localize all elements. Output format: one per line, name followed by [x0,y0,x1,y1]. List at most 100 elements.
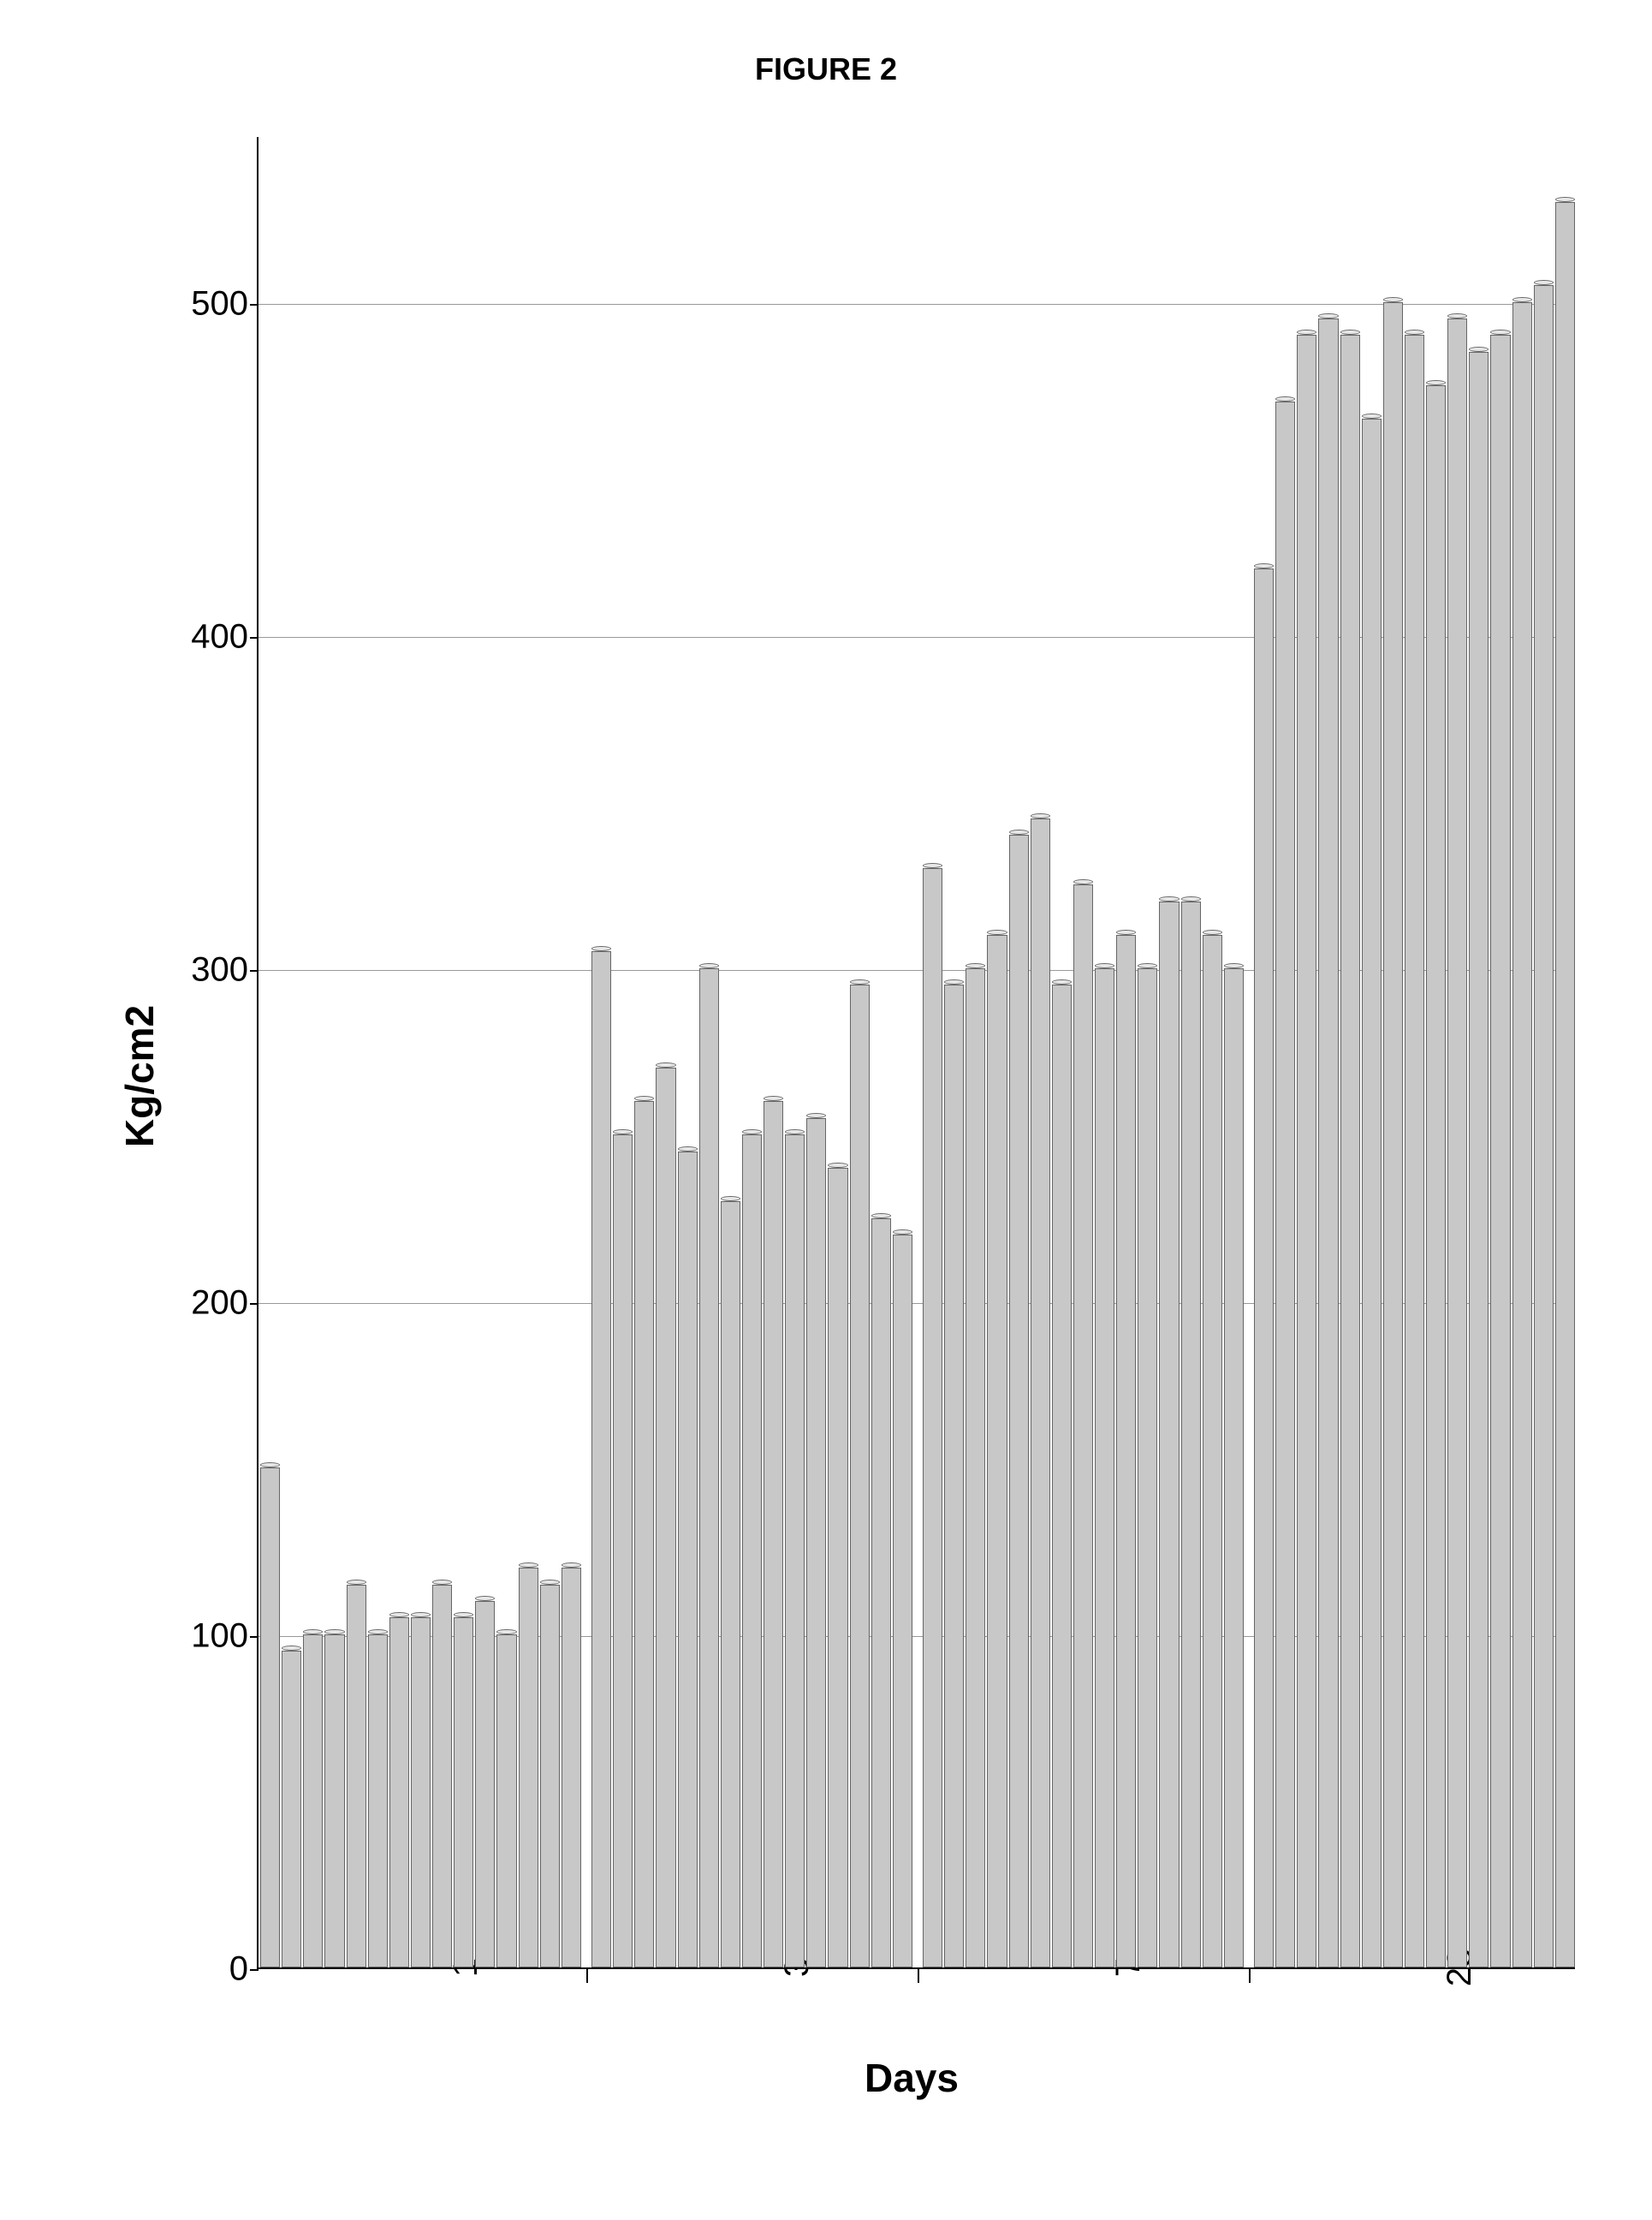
bar-body [1031,818,1050,1967]
bar [1138,968,1157,1967]
bar-body [519,1568,538,1967]
bar-body [475,1601,495,1967]
bar [871,1218,891,1967]
bar [923,868,942,1967]
bar [1203,935,1222,1967]
bar [828,1168,847,1967]
bar [591,951,611,1967]
bar [1405,335,1424,1967]
bar-body [699,968,719,1967]
bar [1224,968,1244,1967]
group-separator [1249,1967,1251,1983]
bar-cap [540,1580,560,1585]
bar-cap [1009,830,1029,835]
bar-body [1052,985,1072,1967]
bar [1340,335,1360,1967]
bar [475,1601,495,1967]
bar-body [1116,935,1136,1967]
bar [260,1467,280,1967]
bar [764,1101,783,1967]
bar-cap [893,1229,912,1235]
figure-title: FIGURE 2 [755,51,897,87]
bar-body [260,1467,280,1967]
bar-cap [1318,313,1338,318]
bar-body [1534,285,1554,1967]
ytick-label: 300 [191,950,258,989]
bar-body [368,1634,388,1967]
bar [389,1617,409,1967]
bar-body [454,1617,473,1967]
bar [1159,902,1179,1967]
bar-body [1555,202,1575,1967]
bar [785,1134,805,1967]
bar-cap [1203,930,1222,935]
bar-body [1138,968,1157,1967]
bar-body [1224,968,1244,1967]
bar-cap [1116,930,1136,935]
bar [1447,318,1467,1967]
bar-cap [1534,280,1554,285]
bar-body [893,1235,912,1967]
bar [742,1134,762,1967]
bar-body [944,985,964,1967]
bar-body [1297,335,1316,1967]
bar [454,1617,473,1967]
bar [987,935,1007,1967]
bar-body [1383,302,1403,1967]
bar [1318,318,1338,1967]
bar [1297,335,1316,1967]
bar-body [1159,902,1179,1967]
bar-body [1095,968,1114,1967]
bar-body [613,1134,633,1967]
bar-body [1447,318,1467,1967]
bar-body [1318,318,1338,1967]
bar-body [411,1617,431,1967]
bar-body [389,1617,409,1967]
bar-cap [1383,297,1403,302]
bar-cap [987,930,1007,935]
bar-body [721,1201,740,1967]
bar-body [1405,335,1424,1967]
bar [1052,985,1072,1967]
bar-body [1009,835,1029,1967]
bar-cap [1224,963,1244,968]
bar [411,1617,431,1967]
bar [966,968,985,1967]
bar-cap [923,863,942,868]
bar-cap [1095,963,1114,968]
plot-area: 010020030040050013728 [257,137,1575,1969]
bar [1512,302,1532,1967]
bar-cap [519,1562,538,1568]
bar-body [987,935,1007,1967]
bar-cap [871,1213,891,1218]
bar [944,985,964,1967]
bar-body [1490,335,1510,1967]
bar-body [591,951,611,1967]
ytick-label: 400 [191,617,258,656]
bar-body [1512,302,1532,1967]
bar-cap [1031,813,1050,818]
bar-body [303,1634,323,1967]
bar-cap [1469,347,1489,352]
x-axis-label: Days [865,2055,959,2101]
bar [656,1068,675,1967]
bar-body [1181,902,1201,1967]
bar-body [1426,385,1446,1967]
bar-body [634,1101,654,1967]
bar-body [1254,568,1274,1967]
bar [699,968,719,1967]
bar-body [1073,884,1093,1967]
bar-body [1362,419,1382,1967]
bar [1116,935,1136,1967]
bar-cap [1362,414,1382,419]
bar-cap [324,1629,344,1634]
bar-body [1340,335,1360,1967]
bar-cap [432,1580,452,1585]
bar-cap [678,1146,698,1152]
bar-body [562,1568,581,1967]
group-separator [918,1967,919,1983]
bar-cap [1254,563,1274,568]
bar-body [742,1134,762,1967]
bar-body [966,968,985,1967]
bar [613,1134,633,1967]
